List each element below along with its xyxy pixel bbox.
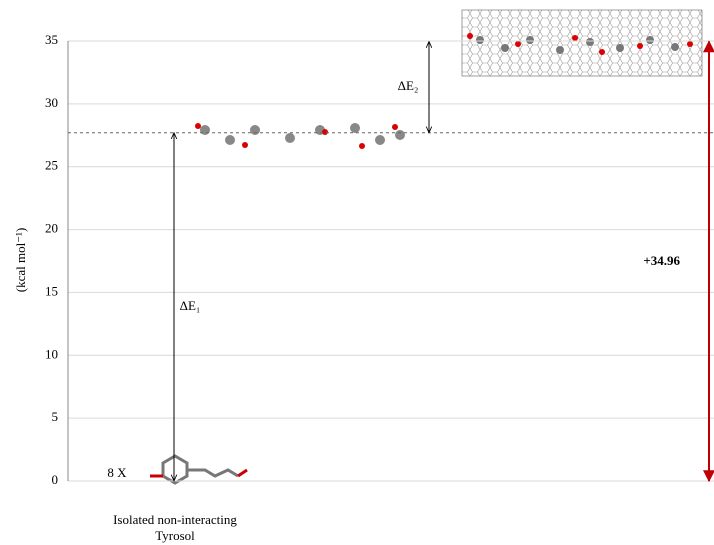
step-label: ΔE₁ [180, 298, 201, 313]
y-tick-label: 0 [52, 472, 59, 487]
baseline-label: Tyrosol [155, 528, 195, 543]
y-tick-label: 25 [45, 158, 58, 173]
y-tick-label: 35 [45, 32, 58, 47]
multiplier-label: 8 X [107, 465, 127, 480]
y-tick-label: 10 [45, 346, 58, 361]
y-tick-label: 30 [45, 95, 58, 110]
y-tick-label: 15 [45, 283, 58, 298]
baseline-label: Isolated non-interacting [113, 512, 237, 527]
y-tick-label: 20 [45, 221, 58, 236]
y-tick-label: 5 [52, 409, 59, 424]
cluster-image [195, 123, 405, 149]
y-axis-label: (kcal mol⁻¹) [13, 228, 28, 293]
tyrosol-image [150, 456, 247, 483]
step-label: ΔE₂ [398, 78, 419, 93]
nanotube-image [462, 10, 702, 76]
chart: (kcal mol⁻¹) 0 5 10 15 20 25 30 35 ΔE₁ ΔE₂ +34.96 8… [0, 0, 714, 545]
total-label: +34.96 [643, 253, 680, 268]
